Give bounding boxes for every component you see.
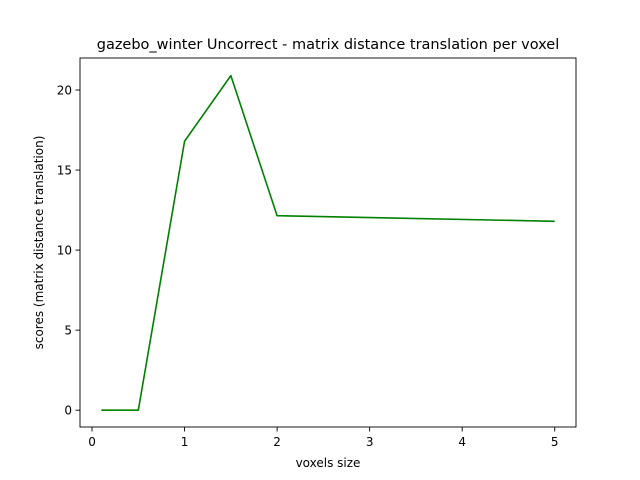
chart-title: gazebo_winter Uncorrect - matrix distanc… bbox=[97, 37, 560, 53]
y-axis-label: scores (matrix distance translation) bbox=[32, 136, 46, 350]
x-tick-label: 4 bbox=[458, 435, 466, 449]
x-tick-label: 0 bbox=[88, 435, 96, 449]
y-tick-label: 20 bbox=[57, 83, 72, 97]
y-tick-label: 5 bbox=[64, 323, 72, 337]
y-tick-label: 15 bbox=[57, 163, 72, 177]
series-line-0 bbox=[101, 74, 555, 411]
y-tick-label: 10 bbox=[57, 243, 72, 257]
x-tick-label: 5 bbox=[551, 435, 559, 449]
y-tick-label: 0 bbox=[64, 403, 72, 417]
x-tick-label: 1 bbox=[181, 435, 189, 449]
axes-frame bbox=[79, 57, 577, 428]
plot-area bbox=[101, 74, 555, 411]
x-tick-label: 3 bbox=[366, 435, 374, 449]
x-axis-label: voxels size bbox=[296, 456, 361, 470]
x-tick-label: 2 bbox=[273, 435, 281, 449]
